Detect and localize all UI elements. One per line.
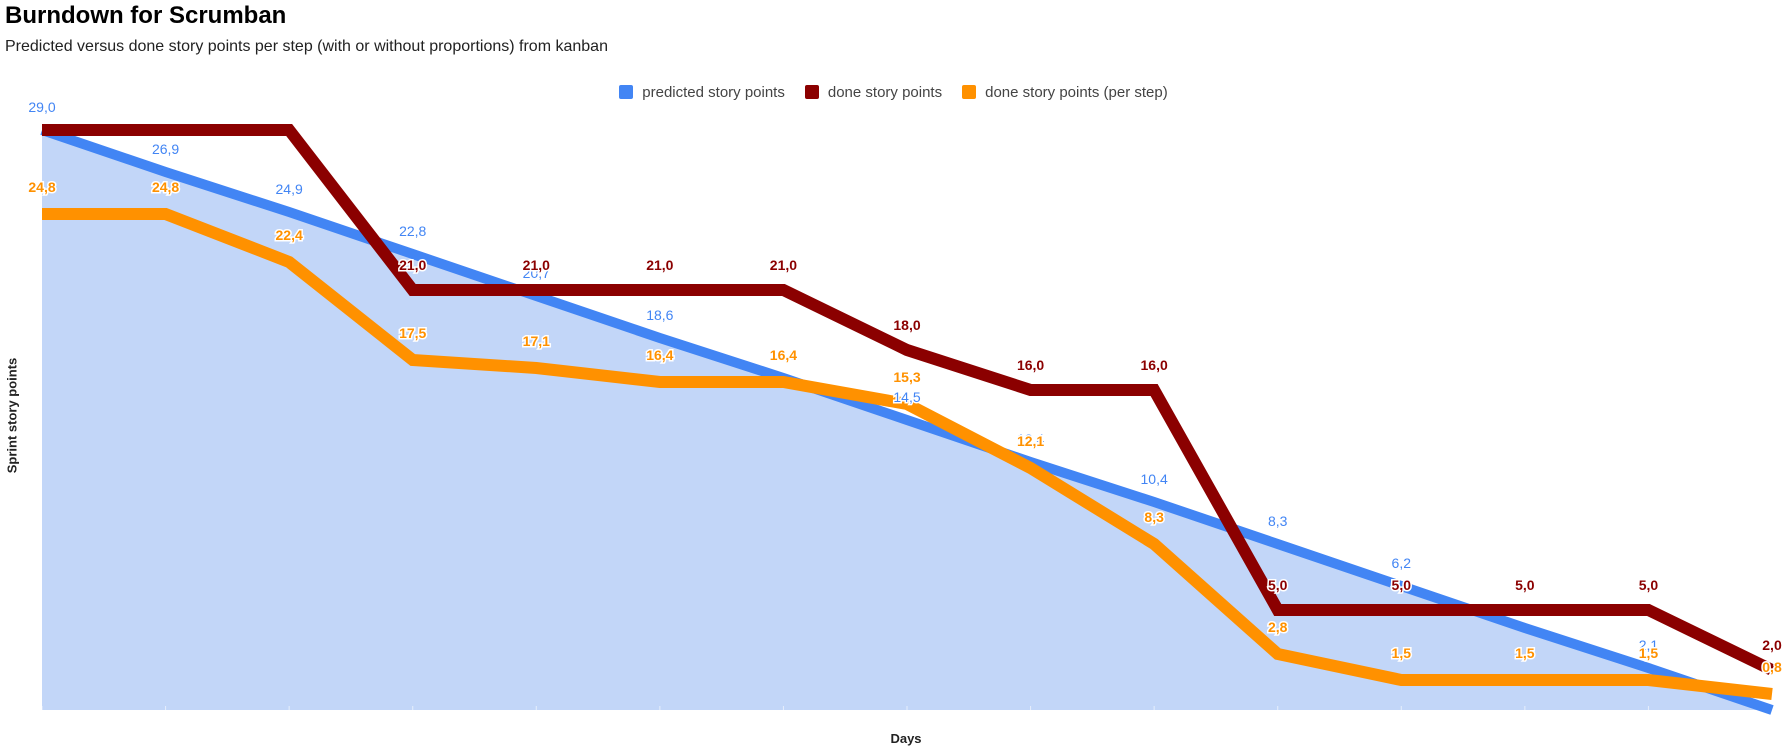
data-label-s2-1: 24,8 <box>152 179 179 195</box>
data-label-s2-8: 12,1 <box>1017 433 1044 449</box>
data-label-s1-7: 18,0 <box>893 317 920 333</box>
data-label-s0-2: 24,9 <box>276 181 303 197</box>
data-label-s2-0: 24,8 <box>28 179 55 195</box>
data-label-s2-11: 1,5 <box>1392 645 1412 661</box>
data-label-s1-14: 2,0 <box>1762 637 1782 653</box>
data-label-s2-9: 8,3 <box>1144 509 1164 525</box>
data-label-s1-8: 16,0 <box>1017 357 1044 373</box>
data-label-s1-9: 16,0 <box>1141 357 1168 373</box>
legend-label-done: done story points <box>827 83 943 101</box>
chart-subtitle: Predicted versus done story points per s… <box>5 38 608 55</box>
chart-title: Burndown for Scrumban <box>5 2 287 29</box>
data-label-s0-1: 26,9 <box>152 141 179 157</box>
legend-swatch-done-per-step <box>962 85 977 99</box>
x-axis-label: Days <box>890 731 922 746</box>
data-label-s1-10: 5,0 <box>1268 577 1288 593</box>
legend-item-predicted[interactable]: predicted story points <box>619 82 785 102</box>
data-label-s2-5: 16,4 <box>646 347 673 363</box>
legend-swatch-predicted <box>619 85 634 99</box>
data-label-s1-13: 5,0 <box>1639 577 1659 593</box>
data-label-s1-12: 5,0 <box>1515 577 1535 593</box>
data-label-s0-9: 10,4 <box>1141 471 1168 487</box>
data-label-s0-13: 2,1 <box>1639 637 1659 653</box>
legend-item-done-per-step[interactable]: done story points (per step) <box>962 82 1168 102</box>
data-label-s0-3: 22,8 <box>399 223 426 239</box>
data-label-s2-2: 22,4 <box>276 227 303 243</box>
data-label-s1-11: 5,0 <box>1392 577 1412 593</box>
legend-item-done[interactable]: done story points <box>804 82 943 102</box>
legend-swatch-done <box>804 85 819 99</box>
data-label-s1-6: 21,0 <box>770 257 797 273</box>
data-label-s0-10: 8,3 <box>1268 513 1288 529</box>
data-label-s2-10: 2,8 <box>1268 619 1288 635</box>
data-label-s0-4: 20,7 <box>523 265 550 281</box>
data-label-s2-4: 17,1 <box>523 333 550 349</box>
data-label-s0-7: 14,5 <box>893 389 920 405</box>
data-label-s2-3: 17,5 <box>399 325 426 341</box>
data-label-s1-3: 21,0 <box>399 257 426 273</box>
data-label-s2-14: 0,8 <box>1762 659 1782 675</box>
data-label-s0-8: 12,4 <box>1017 431 1044 447</box>
data-label-s0-11: 6,2 <box>1392 555 1412 571</box>
data-label-s2-6: 16,4 <box>770 347 797 363</box>
data-label-s2-7: 15,3 <box>893 369 920 385</box>
data-label-s0-0: 29,0 <box>28 99 55 115</box>
legend: predicted story points done story points… <box>0 82 1787 102</box>
data-label-s1-5: 21,0 <box>646 257 673 273</box>
data-label-s2-12: 1,5 <box>1515 645 1535 661</box>
data-label-s0-6: 16,6 <box>770 347 797 363</box>
legend-label-predicted: predicted story points <box>642 83 785 101</box>
series-line-2 <box>42 208 1773 700</box>
data-label-s1-4: 21,0 <box>523 257 550 273</box>
data-label-s0-5: 18,6 <box>646 307 673 323</box>
data-label-s2-13: 1,5 <box>1639 645 1659 661</box>
legend-label-done-per-step: done story points (per step) <box>985 83 1168 101</box>
series-line-1 <box>42 124 1775 676</box>
